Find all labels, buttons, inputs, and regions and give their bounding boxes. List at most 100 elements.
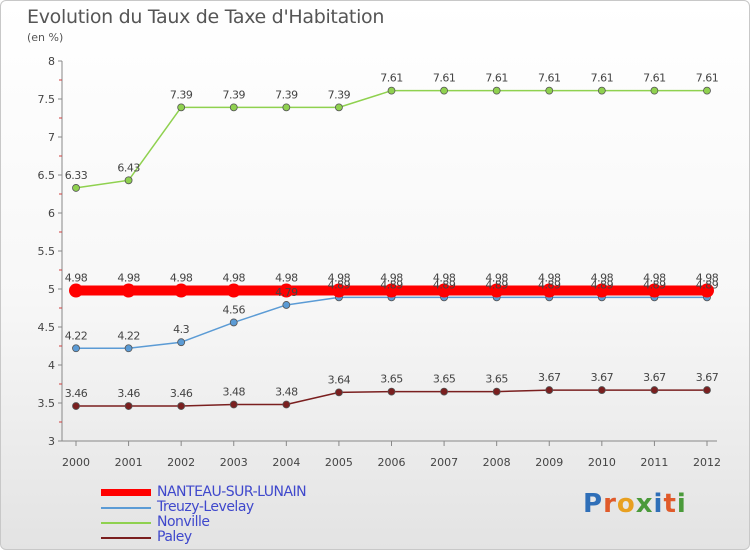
legend-item-nanteau-sur-lunain: NANTEAU-SUR-LUNAIN (101, 484, 307, 500)
data-label-treuzy-levelay: 4.89 (696, 278, 719, 291)
data-label-nanteau-sur-lunain: 4.98 (538, 272, 561, 285)
data-label-nonville: 7.39 (328, 88, 351, 101)
logo-letter: t (663, 489, 677, 519)
y-tick-label: 4.5 (38, 321, 56, 334)
logo-letter: r (603, 489, 617, 519)
data-point-paley (492, 387, 501, 396)
data-label-treuzy-levelay: 4.89 (433, 278, 456, 291)
data-point-paley (650, 386, 659, 394)
data-label-nanteau-sur-lunain: 4.98 (696, 272, 719, 285)
data-point-nanteau-sur-lunain (594, 283, 609, 298)
data-label-nanteau-sur-lunain: 4.98 (275, 272, 298, 285)
data-label-nanteau-sur-lunain: 4.98 (380, 272, 403, 285)
data-label-nonville: 6.43 (117, 161, 140, 174)
y-tick-label: 7 (48, 131, 55, 144)
y-tick-label: 3 (48, 435, 55, 448)
x-tick-label: 2003 (220, 456, 248, 469)
series-line-treuzy-levelay (76, 296, 707, 350)
y-tick-label: 5.5 (38, 245, 56, 258)
data-label-treuzy-levelay: 4.89 (591, 278, 614, 291)
data-point-paley (440, 387, 448, 396)
data-label-paley: 3.46 (65, 387, 88, 400)
data-label-nanteau-sur-lunain: 4.98 (223, 272, 246, 285)
data-point-nanteau-sur-lunain (174, 283, 189, 298)
data-label-nonville: 7.61 (485, 72, 508, 85)
data-point-treuzy-levelay (282, 301, 291, 309)
y-tick-label: 4 (48, 359, 55, 372)
legend-label: Paley (157, 529, 192, 545)
y-tick-label: 8 (48, 55, 55, 68)
data-point-paley (177, 402, 186, 410)
data-point-nanteau-sur-lunain (647, 283, 662, 298)
data-point-nanteau-sur-lunain (384, 283, 399, 298)
x-tick-label: 2006 (378, 456, 406, 469)
data-point-paley (545, 386, 554, 394)
data-point-treuzy-levelay (124, 344, 133, 353)
data-label-paley: 3.67 (591, 371, 614, 384)
legend-label: Treuzy-Levelay (157, 499, 254, 515)
data-point-nanteau-sur-lunain (331, 283, 346, 298)
data-point-nanteau-sur-lunain (437, 283, 452, 298)
data-label-nonville: 7.61 (696, 72, 719, 85)
data-label-treuzy-levelay: 4.89 (380, 278, 403, 291)
data-point-paley (72, 402, 80, 410)
data-point-nonville (597, 86, 606, 95)
data-point-nonville (177, 103, 186, 112)
data-label-nonville: 7.61 (538, 72, 561, 85)
data-label-nonville: 7.39 (223, 88, 246, 101)
data-label-paley: 3.46 (117, 387, 140, 400)
data-label-nanteau-sur-lunain: 4.98 (328, 272, 351, 285)
x-tick-label: 2004 (272, 456, 300, 469)
data-label-treuzy-levelay: 4.89 (485, 278, 508, 291)
chart-unit-label: (en %) (27, 31, 64, 44)
y-tick-label: 6.5 (38, 169, 56, 182)
data-label-treuzy-levelay: 4.3 (173, 323, 189, 336)
data-point-paley (387, 387, 396, 396)
data-label-nonville: 7.39 (275, 88, 298, 101)
data-point-nonville (229, 103, 238, 112)
data-label-paley: 3.64 (328, 373, 351, 386)
legend-swatch (101, 489, 151, 496)
y-tick-label: 5 (48, 283, 55, 296)
logo-letter: P (583, 489, 604, 519)
data-label-treuzy-levelay: 4.22 (117, 329, 140, 342)
data-label-nonville: 7.39 (170, 88, 193, 101)
series-line-nonville (75, 89, 707, 189)
legend-item-paley: Paley (101, 530, 306, 545)
x-tick-label: 2009 (535, 456, 563, 469)
data-point-nanteau-sur-lunain (226, 283, 241, 298)
logo-letter: x (635, 489, 654, 519)
data-point-treuzy-levelay (229, 318, 238, 327)
data-point-paley (703, 386, 711, 394)
data-label-treuzy-levelay: 4.22 (65, 329, 88, 342)
data-label-paley: 3.48 (275, 386, 298, 399)
data-point-nanteau-sur-lunain (700, 283, 714, 298)
data-label-paley: 3.46 (170, 387, 193, 400)
data-label-nanteau-sur-lunain: 4.98 (643, 272, 666, 285)
data-label-nonville: 6.33 (65, 169, 88, 182)
logo-letter: i (676, 489, 687, 519)
data-label-nanteau-sur-lunain: 4.98 (117, 272, 140, 285)
legend-label: NANTEAU-SUR-LUNAIN (157, 484, 307, 500)
data-label-paley: 3.65 (380, 373, 403, 386)
legend-swatch (101, 536, 151, 539)
data-label-nanteau-sur-lunain: 4.98 (65, 272, 88, 285)
y-tick-label: 3.5 (38, 397, 56, 410)
data-point-nanteau-sur-lunain (279, 283, 294, 298)
data-label-treuzy-levelay: 4.89 (328, 278, 351, 291)
logo-letter: i (653, 489, 664, 519)
data-point-paley (229, 400, 238, 409)
data-point-nonville (492, 86, 501, 95)
legend-item-treuzy-levelay: Treuzy-Levelay (101, 500, 306, 515)
data-point-nanteau-sur-lunain (489, 283, 504, 298)
data-label-paley: 3.65 (433, 373, 456, 386)
x-tick-label: 2000 (62, 456, 90, 469)
data-label-nonville: 7.61 (591, 72, 614, 85)
data-label-treuzy-levelay: 4.56 (223, 303, 246, 316)
data-point-nanteau-sur-lunain (542, 283, 557, 298)
data-point-paley (124, 402, 133, 410)
x-tick-label: 2008 (483, 456, 511, 469)
data-point-nonville (703, 86, 711, 95)
data-label-treuzy-levelay: 4.89 (538, 278, 561, 291)
